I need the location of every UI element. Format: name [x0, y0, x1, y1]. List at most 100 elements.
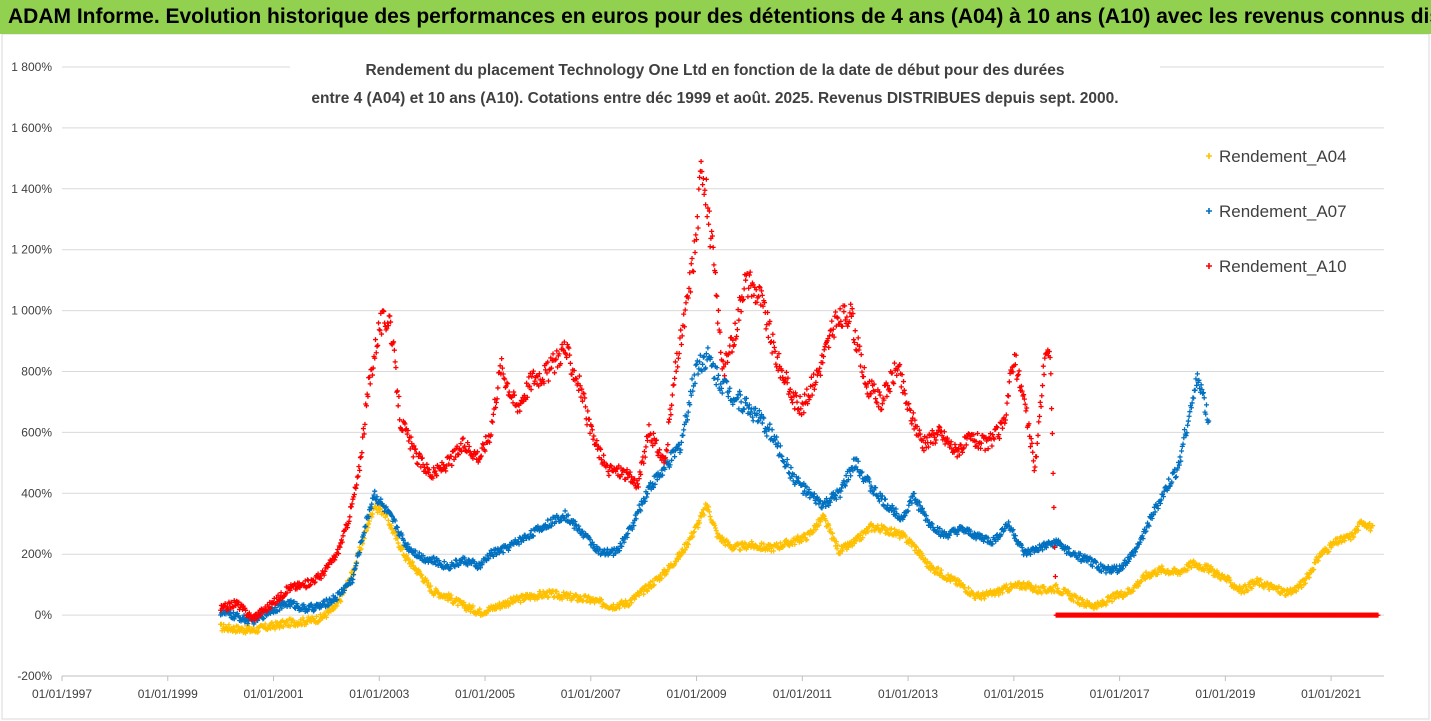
data-point	[382, 505, 388, 511]
data-point	[845, 477, 851, 483]
data-point	[831, 334, 837, 340]
data-point	[579, 386, 585, 392]
data-point	[756, 293, 762, 299]
data-point	[779, 368, 785, 374]
data-point	[713, 528, 719, 534]
data-point	[720, 358, 726, 364]
data-point	[663, 571, 669, 577]
data-point	[990, 432, 996, 438]
data-point	[1103, 602, 1109, 608]
data-point	[585, 408, 591, 414]
data-point	[494, 396, 500, 402]
data-point	[1135, 583, 1141, 589]
data-point	[1040, 363, 1046, 369]
data-point	[889, 370, 895, 376]
data-point	[506, 389, 512, 395]
data-point	[877, 392, 883, 398]
data-point	[276, 622, 282, 628]
data-point	[767, 421, 773, 427]
data-point	[784, 380, 790, 386]
data-point	[625, 531, 631, 537]
data-point	[1034, 440, 1040, 446]
data-point	[912, 497, 918, 503]
data-point	[929, 521, 935, 527]
page-banner: ADAM Informe. Evolution historique des p…	[0, 0, 1431, 34]
data-point	[762, 300, 768, 306]
data-point	[481, 442, 487, 448]
data-point	[378, 496, 384, 502]
data-point	[718, 385, 724, 391]
data-point	[617, 540, 623, 546]
data-point	[750, 282, 756, 288]
data-point	[1143, 569, 1149, 575]
data-point	[689, 376, 695, 382]
data-point	[488, 547, 494, 553]
data-point	[712, 525, 718, 531]
data-point	[681, 311, 687, 317]
data-point	[312, 579, 318, 585]
data-point	[736, 406, 742, 412]
data-point	[1049, 431, 1055, 437]
data-point	[960, 446, 966, 452]
data-point	[817, 519, 823, 525]
data-point	[777, 443, 783, 449]
y-tick-label: 600%	[21, 425, 52, 439]
data-point	[1137, 539, 1143, 545]
data-point	[766, 321, 772, 327]
data-point	[732, 320, 738, 326]
data-point	[872, 528, 878, 534]
data-point	[700, 182, 706, 188]
data-point	[1022, 401, 1028, 407]
data-point	[996, 592, 1002, 598]
data-point	[891, 381, 897, 387]
data-point	[935, 432, 941, 438]
data-point	[641, 591, 647, 597]
data-point	[392, 518, 398, 524]
data-point	[383, 504, 389, 510]
data-point	[685, 409, 691, 415]
data-point	[406, 557, 412, 563]
data-point	[652, 481, 658, 487]
data-point	[727, 542, 733, 548]
data-point	[1306, 575, 1312, 581]
data-point	[1261, 585, 1267, 591]
data-point	[1036, 548, 1042, 554]
data-point	[1030, 458, 1036, 464]
data-point	[400, 545, 406, 551]
data-point	[403, 544, 409, 550]
data-point	[397, 417, 403, 423]
data-point	[797, 393, 803, 399]
scatter-chart: -200% 0% 200% 400% 600% 800% 1 000% 1 200% 1 400…	[1, 34, 1430, 720]
data-point	[798, 406, 804, 412]
data-point	[1019, 388, 1025, 394]
data-point	[459, 448, 465, 454]
data-point	[755, 419, 761, 425]
data-point	[741, 406, 747, 412]
data-point	[345, 525, 351, 531]
data-point	[1293, 588, 1299, 594]
data-point	[737, 547, 743, 553]
data-point	[842, 483, 848, 489]
data-point	[938, 567, 944, 573]
data-point	[890, 505, 896, 511]
data-point	[493, 399, 499, 405]
data-point	[272, 626, 278, 632]
data-point	[1227, 577, 1233, 583]
data-point	[636, 592, 642, 598]
data-point	[654, 437, 660, 443]
data-point	[1177, 454, 1183, 460]
data-point	[1000, 590, 1006, 596]
data-point	[835, 315, 841, 321]
data-point	[817, 365, 823, 371]
data-point	[512, 392, 518, 398]
data-point	[1109, 599, 1115, 605]
data-point	[1145, 522, 1151, 528]
data-point	[370, 365, 376, 371]
data-point	[1015, 371, 1021, 377]
data-point	[624, 534, 630, 540]
data-point	[937, 425, 943, 431]
data-point	[959, 524, 965, 530]
data-point	[842, 482, 848, 488]
data-point	[1186, 413, 1192, 419]
data-point	[740, 409, 746, 415]
